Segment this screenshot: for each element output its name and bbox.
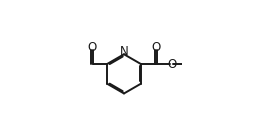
Text: O: O [167,58,176,71]
Text: O: O [151,41,160,54]
Text: O: O [88,41,97,54]
Text: N: N [120,45,128,58]
